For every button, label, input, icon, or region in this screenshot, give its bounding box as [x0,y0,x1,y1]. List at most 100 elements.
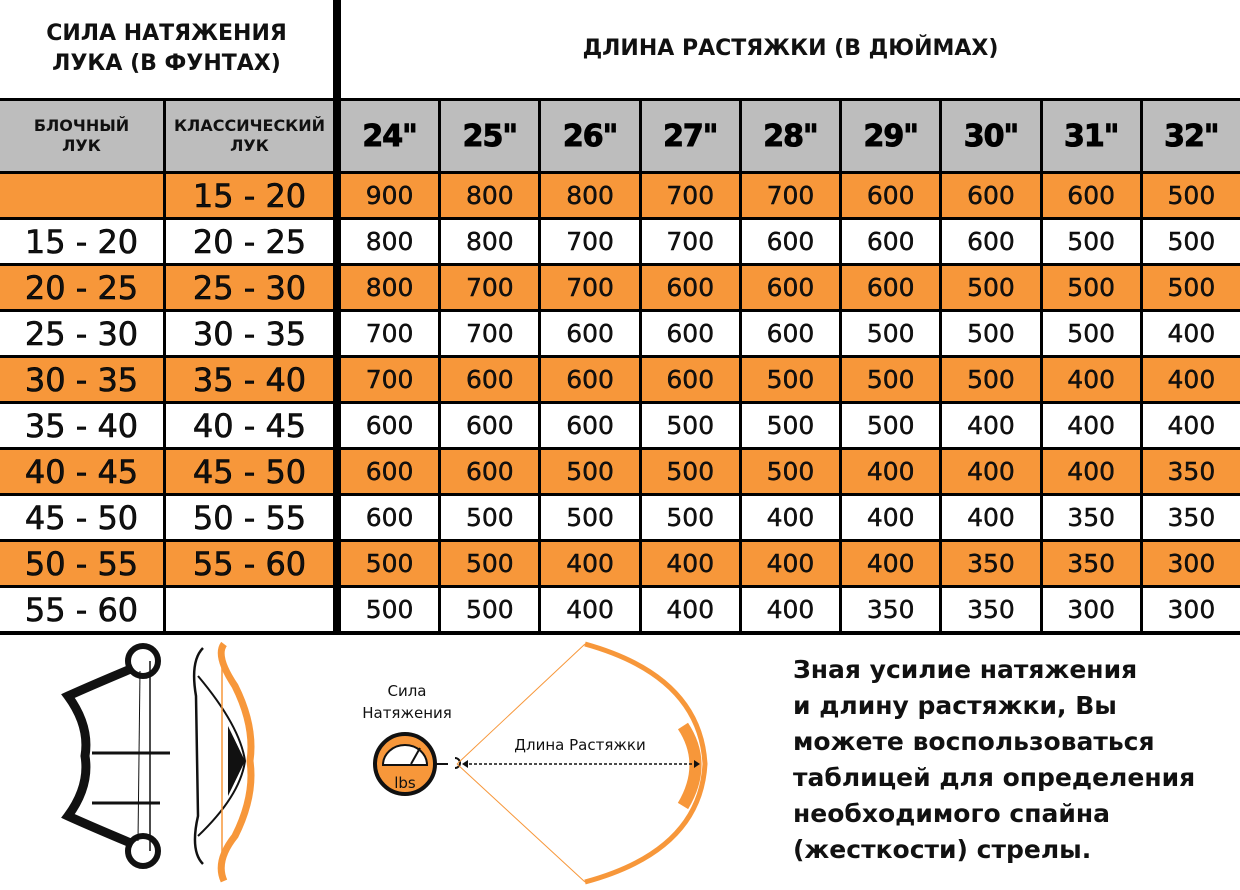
bow-illustrations: Сила Натяжения lbs Длина Растяжки [61,641,708,885]
spine-value-cell: 600 [441,450,539,493]
spine-value-cell: 700 [641,174,739,217]
compound-weight-cell: 50 - 55 [0,542,163,585]
spine-value-cell: 500 [541,496,639,539]
spine-value-cell: 500 [641,450,739,493]
spine-value-cell: 700 [341,358,439,401]
draw-length-column-header: 26" [541,101,639,171]
spine-value-cell: 400 [842,496,940,539]
spine-value-cell: 500 [842,312,940,355]
spine-value-cell: 800 [341,220,439,263]
spine-value-cell: 400 [942,450,1040,493]
spine-value-cell: 600 [842,266,940,309]
spine-value-cell: 400 [1142,312,1240,355]
spine-value-cell: 700 [541,220,639,263]
spine-value-cell: 800 [441,174,539,217]
compound-line1: БЛОЧНЫЙ [33,116,130,135]
draw-weight-title-line2: ЛУКА (В ФУНТАХ) [52,51,281,76]
recurve-weight-cell: 55 - 60 [166,542,338,585]
spine-value-cell: 500 [1142,220,1240,263]
spine-value-cell: 500 [341,542,439,585]
draw-weight-title-line1: СИЛА НАТЯЖЕНИЯ [46,21,287,46]
force-label-line1: Сила [387,682,426,700]
draw-length-column-header: 32" [1142,101,1240,171]
spine-value-cell: 700 [641,220,739,263]
spine-value-cell: 400 [842,542,940,585]
compound-weight-cell: 45 - 50 [0,496,163,539]
spine-value-cell: 400 [541,542,639,585]
spine-value-cell: 500 [741,358,840,401]
note-line: Зная усилие натяжения [793,655,1138,684]
spine-value-cell: 600 [541,312,639,355]
spine-value-cell: 500 [741,450,840,493]
spine-value-cell: 400 [1042,450,1140,493]
compound-weight-cell: 15 - 20 [0,220,163,263]
spine-value-cell: 300 [1142,588,1240,631]
spine-value-cell: 500 [441,496,539,539]
draw-length-column-header: 24" [341,101,439,171]
spine-value-cell: 400 [541,588,639,631]
instruction-note: Зная усилие натяжения и длину растяжки, В… [793,652,1195,868]
spine-value-cell: 500 [641,496,739,539]
spine-value-cell: 400 [741,588,840,631]
spine-value-cell: 350 [942,542,1040,585]
spine-value-cell: 600 [541,404,639,447]
note-line: можете воспользоваться [793,727,1155,756]
recurve-weight-cell: 20 - 25 [166,220,338,263]
spine-value-cell: 600 [842,220,940,263]
note-line: и длину растяжки, Вы [793,691,1117,720]
spine-value-cell: 500 [341,588,439,631]
spine-value-cell: 500 [1042,220,1140,263]
spine-value-cell: 700 [441,266,539,309]
spine-value-cell: 600 [641,266,739,309]
spine-value-cell: 600 [942,174,1040,217]
draw-force-diagram: Сила Натяжения lbs Длина Растяжки [362,641,708,885]
recurve-weight-cell: 15 - 20 [166,174,338,217]
compound-weight-cell [0,174,163,217]
spine-value-cell: 350 [1042,496,1140,539]
spine-value-cell: 300 [1142,542,1240,585]
spine-value-cell: 500 [942,312,1040,355]
spine-value-cell: 600 [741,312,840,355]
spine-value-cell: 800 [441,220,539,263]
spine-value-cell: 500 [1142,174,1240,217]
spine-value-cell: 500 [641,404,739,447]
spine-value-cell: 350 [942,588,1040,631]
spine-value-cell: 400 [641,542,739,585]
draw-length-column-header: 31" [1042,101,1140,171]
spine-value-cell: 500 [541,450,639,493]
note-line: (жесткости) стрелы. [793,835,1092,864]
spine-value-cell: 700 [341,312,439,355]
spine-value-cell: 500 [842,404,940,447]
spine-value-cell: 600 [741,266,840,309]
recurve-line2: ЛУК [230,136,269,155]
draw-length-label: Длина Растяжки [514,736,645,754]
spine-value-cell: 400 [1142,358,1240,401]
spine-value-cell: 600 [441,358,539,401]
compound-weight-cell: 30 - 35 [0,358,163,401]
spine-value-cell: 600 [541,358,639,401]
recurve-weight-cell: 25 - 30 [166,266,338,309]
spine-value-cell: 600 [341,404,439,447]
draw-weight-header: СИЛА НАТЯЖЕНИЯ ЛУКА (В ФУНТАХ) [0,0,338,98]
note-line: необходимого спайна [793,799,1111,828]
spine-value-cell: 700 [741,174,840,217]
spine-value-cell: 500 [942,266,1040,309]
spine-value-cell: 600 [641,312,739,355]
spine-value-cell: 400 [942,496,1040,539]
recurve-weight-cell: 40 - 45 [166,404,338,447]
recurve-weight-cell: 45 - 50 [166,450,338,493]
recurve-bow-icon [192,641,255,883]
spine-value-cell: 400 [741,496,840,539]
spine-value-cell: 400 [842,450,940,493]
spine-value-cell: 500 [842,358,940,401]
compound-line2: ЛУК [62,136,101,155]
spine-value-cell: 600 [1042,174,1140,217]
spine-value-cell: 400 [1142,404,1240,447]
spine-value-cell: 600 [942,220,1040,263]
spine-value-cell: 400 [1042,358,1140,401]
spine-value-cell: 800 [541,174,639,217]
spine-value-cell: 400 [741,542,840,585]
recurve-bow-header: КЛАССИЧЕСКИЙ ЛУК [166,101,338,171]
spine-value-cell: 500 [1042,312,1140,355]
spine-value-cell: 800 [341,266,439,309]
